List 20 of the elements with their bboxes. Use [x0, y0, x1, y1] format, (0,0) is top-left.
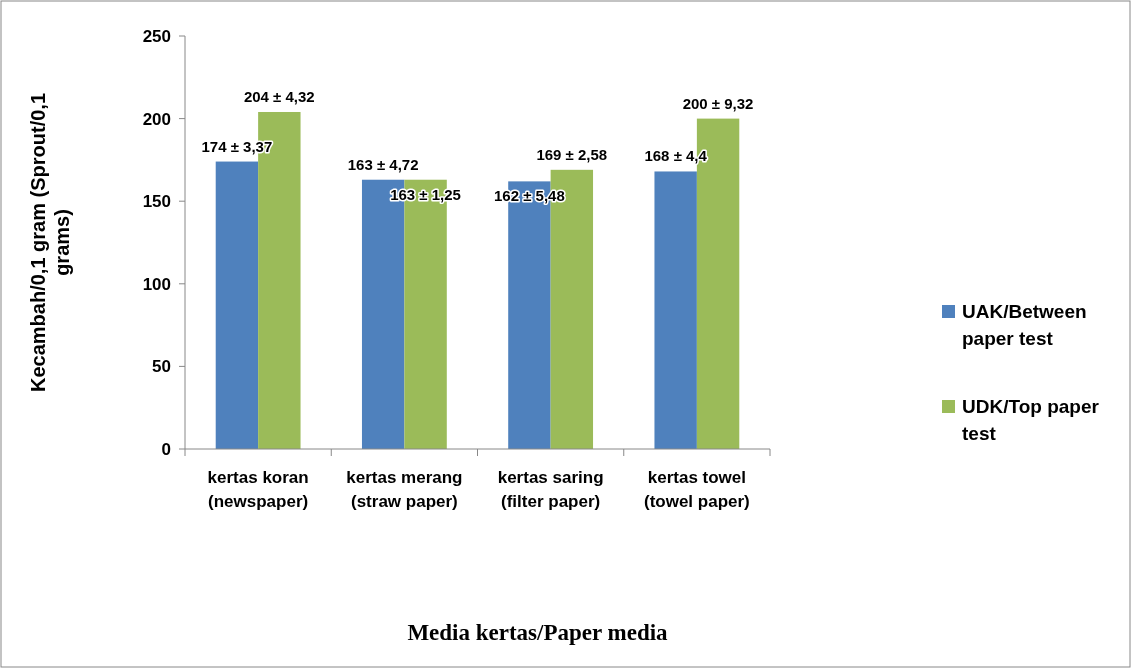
legend-label: UAK/Between paper test	[962, 301, 1087, 349]
x-axis-title: Media kertas/Paper media	[407, 620, 669, 645]
bar	[215, 161, 259, 449]
y-tick-label: 150	[142, 192, 171, 212]
bar	[654, 171, 697, 449]
y-axis-title: Kecambah/0,1 gram (Sprout/0,1 grams)	[27, 93, 73, 392]
y-tick-label: 50	[152, 357, 171, 377]
x-tick-label: kertas merang (straw paper)	[346, 468, 463, 511]
x-tick-label: kertas koran (newspaper)	[207, 468, 309, 511]
y-tick-label: 0	[161, 440, 171, 459]
y-tick-label: 250	[142, 27, 171, 46]
data-label: 200 ± 9,32	[682, 94, 754, 112]
legend-label: UDK/Top paper test	[962, 396, 1100, 444]
data-label: 163 ± 4,72	[347, 155, 419, 173]
y-tick-label: 200	[142, 109, 171, 129]
x-tick-label: kertas saring (filter paper)	[497, 468, 604, 511]
x-tick-label: kertas towel (towel paper)	[643, 468, 750, 511]
data-label: 169 ± 2,58	[536, 145, 608, 163]
data-label: 204 ± 4,32	[243, 87, 315, 105]
y-tick-label: 100	[142, 274, 171, 294]
